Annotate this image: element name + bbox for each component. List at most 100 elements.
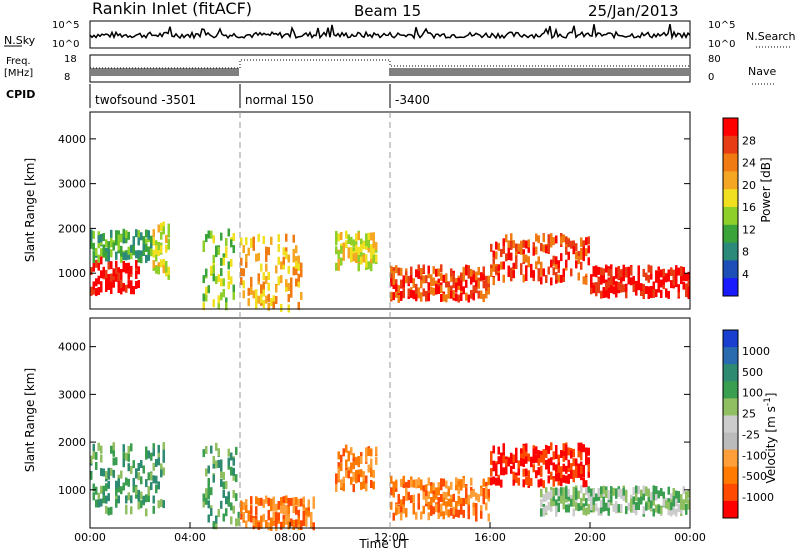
heatmap-cell xyxy=(685,283,688,292)
heatmap-cell xyxy=(420,479,423,488)
heatmap-cell xyxy=(462,266,465,275)
heatmap-cell xyxy=(450,285,453,294)
heatmap-cell xyxy=(352,461,355,470)
heatmap-cell xyxy=(677,267,680,276)
heatmap-cell xyxy=(130,244,133,253)
velocity-panel: 1000 2000 3000 4000 Slant Range [km] 1000 50… xyxy=(23,317,778,551)
heatmap-cell xyxy=(630,504,633,513)
heatmap-cell xyxy=(490,456,493,465)
heatmap-cell xyxy=(562,447,565,456)
heatmap-cell xyxy=(155,459,158,467)
heatmap-cell xyxy=(570,450,573,459)
heatmap-cell xyxy=(517,477,520,486)
heatmap-cell xyxy=(227,448,230,457)
heatmap-cell xyxy=(160,231,163,240)
heatmap-cell xyxy=(145,508,148,517)
heatmap-cell xyxy=(487,286,490,295)
heatmap-cell xyxy=(397,290,400,298)
heatmap-cell xyxy=(282,514,285,523)
heatmap-cell xyxy=(580,498,583,507)
heatmap-cell xyxy=(417,271,420,279)
heatmap-cell xyxy=(105,471,108,479)
heatmap-cell xyxy=(137,237,140,246)
heatmap-cell xyxy=(100,270,103,279)
heatmap-cell xyxy=(660,290,663,298)
heatmap-cell xyxy=(635,280,638,289)
heatmap-cell xyxy=(510,233,513,242)
heatmap-cell xyxy=(660,506,663,515)
heatmap-cell xyxy=(580,251,583,260)
heatmap-cell xyxy=(452,290,455,298)
heatmap-cell xyxy=(152,443,155,452)
heatmap-cell xyxy=(590,496,593,505)
heatmap-cell xyxy=(680,494,683,503)
heatmap-cell xyxy=(245,237,248,246)
heatmap-cell xyxy=(572,498,575,507)
heatmap-cell xyxy=(580,452,583,461)
heatmap-cell xyxy=(675,271,678,280)
heatmap-cell xyxy=(227,261,230,270)
heatmap-cell xyxy=(127,231,130,240)
heatmap-cell xyxy=(350,247,353,256)
heatmap-cell xyxy=(285,495,288,504)
heatmap-cell xyxy=(487,477,490,486)
heatmap-cell xyxy=(202,302,205,311)
heatmap-cell xyxy=(220,500,223,509)
x-tick-label: 00:00 xyxy=(74,531,106,544)
heatmap-cell xyxy=(617,488,620,497)
heatmap-cell xyxy=(295,519,298,528)
heatmap-cell xyxy=(282,503,285,511)
heatmap-cell xyxy=(507,240,510,249)
heatmap-cell xyxy=(360,456,363,464)
heatmap-cell xyxy=(410,266,413,275)
heatmap-cell xyxy=(390,475,393,484)
heatmap-cell xyxy=(495,477,498,486)
heatmap-cell xyxy=(355,250,358,259)
heatmap-cell xyxy=(280,497,283,506)
heatmap-cell xyxy=(427,501,430,510)
heatmap-cell xyxy=(102,248,105,257)
heatmap-cell xyxy=(372,470,375,478)
heatmap-cell xyxy=(270,523,273,531)
heatmap-cell xyxy=(117,484,120,493)
heatmap-cell xyxy=(487,489,490,497)
heatmap-cell xyxy=(520,240,523,249)
heatmap-cell xyxy=(687,278,690,287)
heatmap-cell xyxy=(97,442,100,451)
heatmap-cell xyxy=(622,284,625,293)
heatmap-cell xyxy=(202,493,205,502)
heatmap-cell xyxy=(595,503,598,512)
heatmap-cell xyxy=(145,238,148,247)
heatmap-cell xyxy=(552,462,555,471)
heatmap-cell xyxy=(677,289,680,297)
heatmap-cell xyxy=(472,502,475,511)
heatmap-cell xyxy=(147,494,150,502)
heatmap-cell xyxy=(465,487,468,496)
heatmap-cell xyxy=(302,496,305,505)
heatmap-cell xyxy=(437,497,440,505)
heatmap-cell xyxy=(617,504,620,513)
heatmap-cell xyxy=(262,513,265,522)
heatmap-cell xyxy=(107,247,110,256)
heatmap-cell xyxy=(217,247,220,255)
heatmap-cell xyxy=(555,272,558,281)
heatmap-cell xyxy=(642,485,645,494)
heatmap-cell xyxy=(120,279,123,288)
heatmap-cell xyxy=(297,279,300,288)
heatmap-cell xyxy=(340,257,343,266)
heatmap-cell xyxy=(547,445,550,454)
heatmap-cell xyxy=(115,267,118,276)
heatmap-cell xyxy=(420,268,423,276)
heatmap-cell xyxy=(162,221,165,230)
heatmap-cell xyxy=(105,275,108,284)
heatmap-cell xyxy=(232,490,235,498)
heatmap-cell xyxy=(255,519,258,528)
heatmap-cell xyxy=(267,497,270,506)
heatmap-cell xyxy=(400,499,403,508)
heatmap-cell xyxy=(572,492,575,501)
heatmap-cell xyxy=(357,254,360,263)
heatmap-cell xyxy=(207,478,210,486)
heatmap-cell xyxy=(230,239,233,248)
heatmap-cell xyxy=(162,454,165,463)
heatmap-cell xyxy=(552,493,555,502)
